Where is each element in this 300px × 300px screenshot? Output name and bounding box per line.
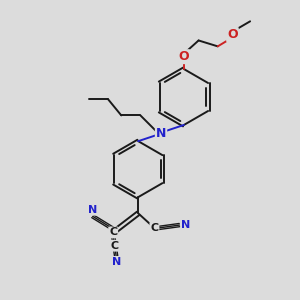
Text: N: N bbox=[156, 127, 166, 140]
Text: C: C bbox=[111, 241, 119, 251]
Text: O: O bbox=[178, 50, 189, 63]
Text: N: N bbox=[112, 257, 121, 267]
Text: C: C bbox=[109, 227, 117, 237]
Text: N: N bbox=[88, 205, 97, 215]
Text: C: C bbox=[150, 223, 158, 233]
Text: O: O bbox=[227, 28, 238, 41]
Text: N: N bbox=[181, 220, 190, 230]
